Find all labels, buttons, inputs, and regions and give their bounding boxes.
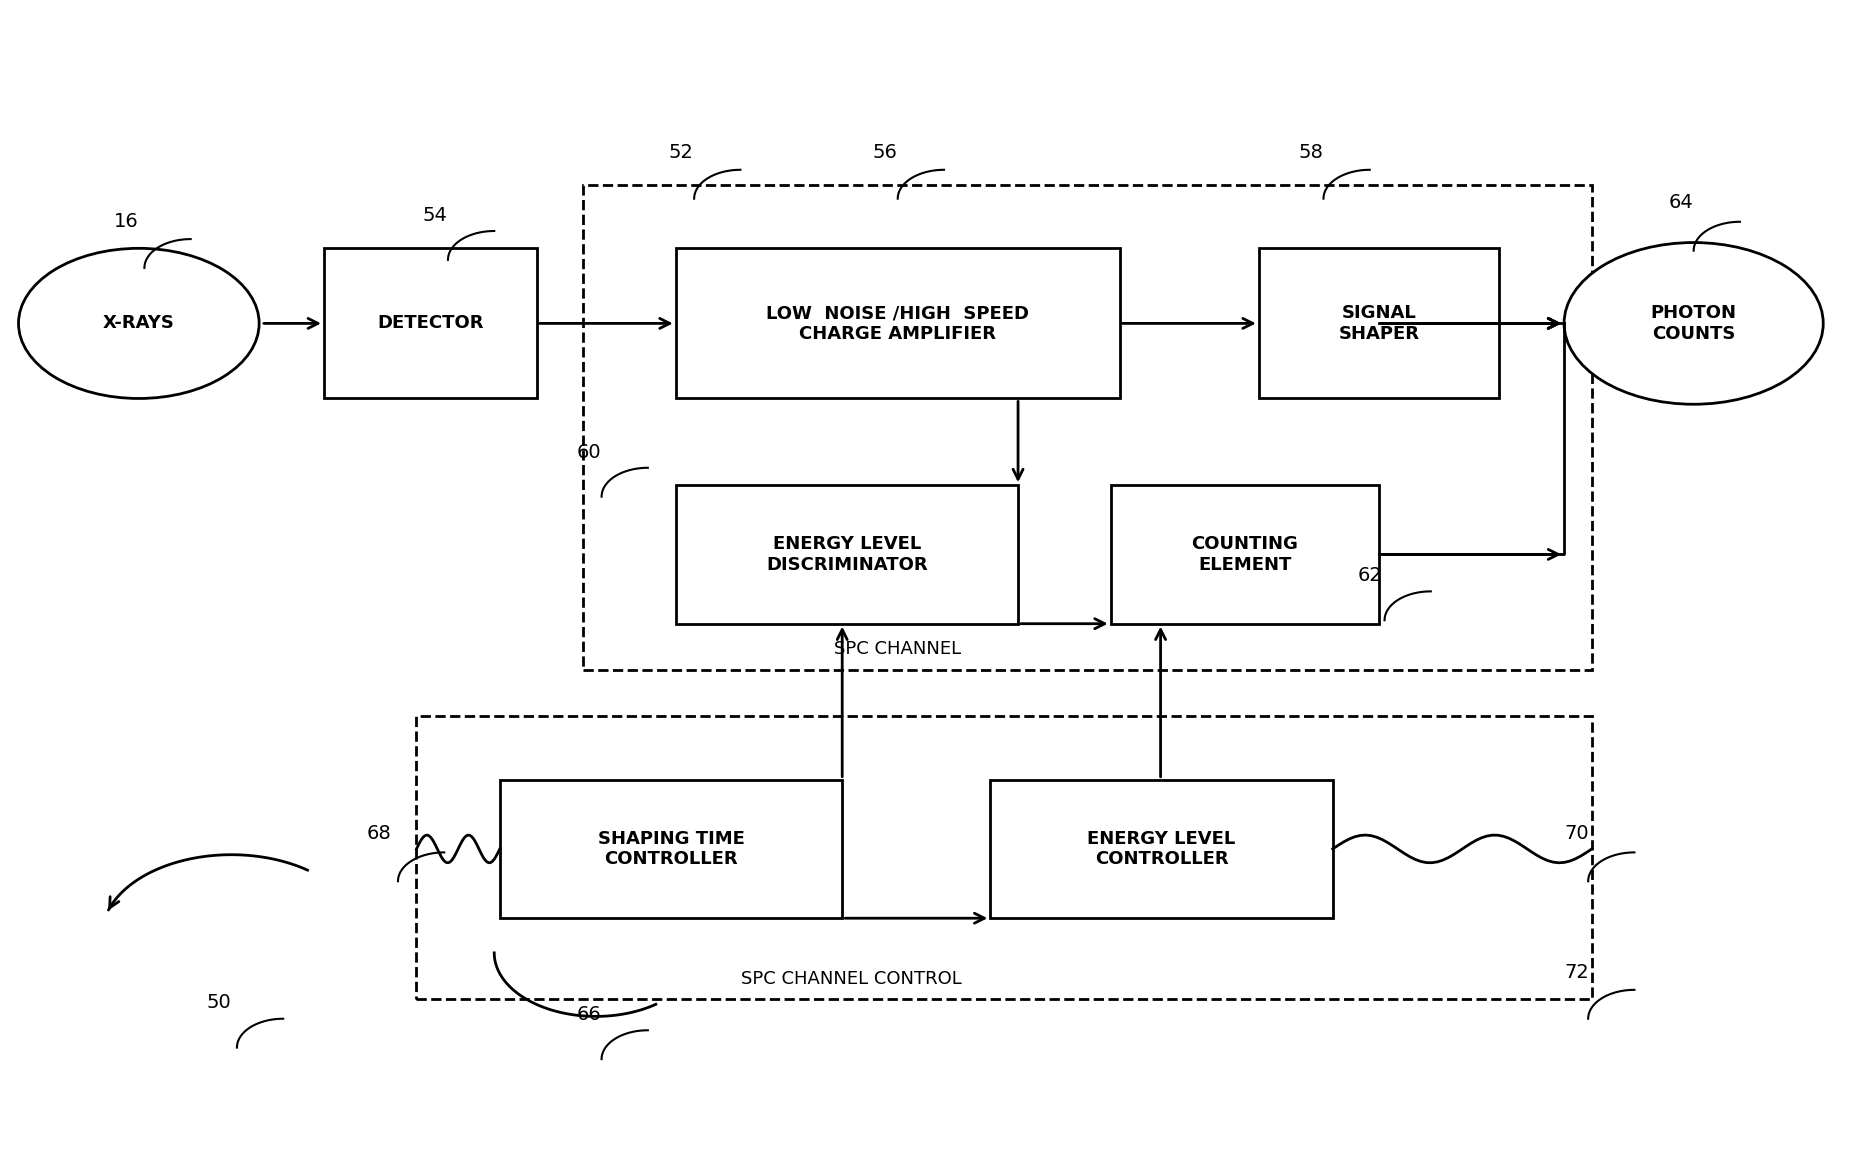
Text: PHOTON
COUNTS: PHOTON COUNTS (1651, 304, 1736, 343)
FancyBboxPatch shape (676, 485, 1018, 624)
Text: 72: 72 (1564, 963, 1590, 982)
Text: 60: 60 (576, 444, 602, 462)
Text: 16: 16 (113, 213, 139, 231)
Text: 54: 54 (422, 207, 448, 225)
Text: SPC CHANNEL: SPC CHANNEL (835, 640, 961, 658)
Circle shape (1564, 243, 1823, 404)
FancyBboxPatch shape (1259, 248, 1499, 398)
Text: 64: 64 (1668, 193, 1694, 211)
FancyBboxPatch shape (500, 780, 842, 918)
FancyBboxPatch shape (990, 780, 1333, 918)
Text: X-RAYS: X-RAYS (104, 314, 174, 333)
Text: ENERGY LEVEL
CONTROLLER: ENERGY LEVEL CONTROLLER (1087, 829, 1236, 869)
Text: ENERGY LEVEL
DISCRIMINATOR: ENERGY LEVEL DISCRIMINATOR (766, 535, 927, 574)
Text: 68: 68 (366, 825, 392, 843)
Text: 52: 52 (668, 143, 694, 162)
Text: 50: 50 (205, 993, 231, 1012)
Circle shape (19, 248, 259, 398)
Text: 70: 70 (1564, 825, 1590, 843)
Text: SHAPING TIME
CONTROLLER: SHAPING TIME CONTROLLER (598, 829, 744, 869)
Text: DETECTOR: DETECTOR (378, 314, 483, 333)
Text: 58: 58 (1298, 143, 1323, 162)
Text: LOW  NOISE /HIGH  SPEED
CHARGE AMPLIFIER: LOW NOISE /HIGH SPEED CHARGE AMPLIFIER (766, 304, 1029, 343)
FancyBboxPatch shape (324, 248, 537, 398)
Text: SIGNAL
SHAPER: SIGNAL SHAPER (1338, 304, 1420, 343)
Text: 62: 62 (1357, 566, 1383, 584)
Text: COUNTING
ELEMENT: COUNTING ELEMENT (1192, 535, 1298, 574)
FancyBboxPatch shape (1111, 485, 1379, 624)
FancyBboxPatch shape (676, 248, 1120, 398)
Text: 56: 56 (872, 143, 898, 162)
Text: SPC CHANNEL CONTROL: SPC CHANNEL CONTROL (740, 969, 963, 988)
Text: 66: 66 (576, 1005, 602, 1023)
